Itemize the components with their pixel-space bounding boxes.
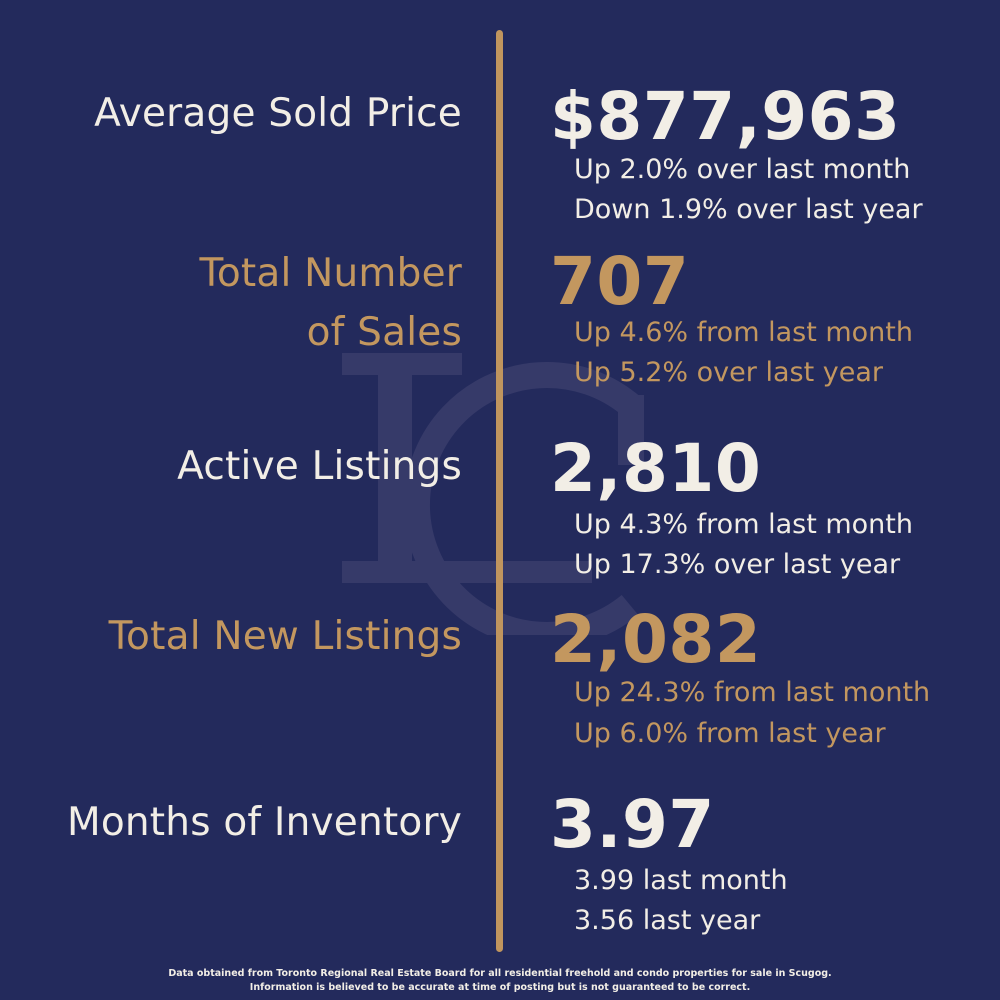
average-sold-price-value: $877,963 bbox=[550, 78, 901, 155]
total-sales-label: Total Number of Sales bbox=[199, 244, 462, 362]
active-listings-value: 2,810 bbox=[550, 430, 762, 507]
months-inventory-label: Months of Inventory bbox=[67, 793, 462, 852]
new-listings-change-year: Up 6.0% from last year bbox=[574, 718, 886, 749]
active-listings-label: Active Listings bbox=[177, 437, 462, 496]
total-sales-change-year: Up 5.2% over last year bbox=[574, 357, 883, 388]
label-line: of Sales bbox=[306, 310, 462, 355]
months-inventory-value: 3.97 bbox=[550, 786, 715, 863]
new-listings-change-month: Up 24.3% from last month bbox=[574, 677, 931, 708]
average-sold-price-change-year: Down 1.9% over last year bbox=[574, 194, 923, 225]
label-line: Total New Listings bbox=[108, 614, 462, 659]
disclaimer-footer: Data obtained from Toronto Regional Real… bbox=[0, 967, 1000, 995]
vertical-divider bbox=[496, 30, 503, 952]
lc-monogram-icon bbox=[342, 353, 644, 635]
label-line: Total Number bbox=[199, 251, 462, 296]
disclaimer-line: Data obtained from Toronto Regional Real… bbox=[168, 968, 832, 979]
active-listings-change-year: Up 17.3% over last year bbox=[574, 549, 901, 580]
total-sales-value: 707 bbox=[550, 243, 690, 320]
active-listings-change-month: Up 4.3% from last month bbox=[574, 509, 913, 540]
new-listings-label: Total New Listings bbox=[109, 607, 462, 666]
label-line: Active Listings bbox=[177, 444, 462, 489]
months-inventory-last-year: 3.56 last year bbox=[574, 905, 761, 936]
label-line: Average Sold Price bbox=[94, 91, 462, 136]
months-inventory-last-month: 3.99 last month bbox=[574, 865, 788, 896]
total-sales-change-month: Up 4.6% from last month bbox=[574, 317, 913, 348]
average-sold-price-change-month: Up 2.0% over last month bbox=[574, 154, 911, 185]
label-line: Months of Inventory bbox=[66, 800, 462, 845]
new-listings-value: 2,082 bbox=[550, 601, 762, 678]
disclaimer-line: Information is believed to be accurate a… bbox=[249, 982, 751, 993]
average-sold-price-label: Average Sold Price bbox=[94, 84, 462, 143]
